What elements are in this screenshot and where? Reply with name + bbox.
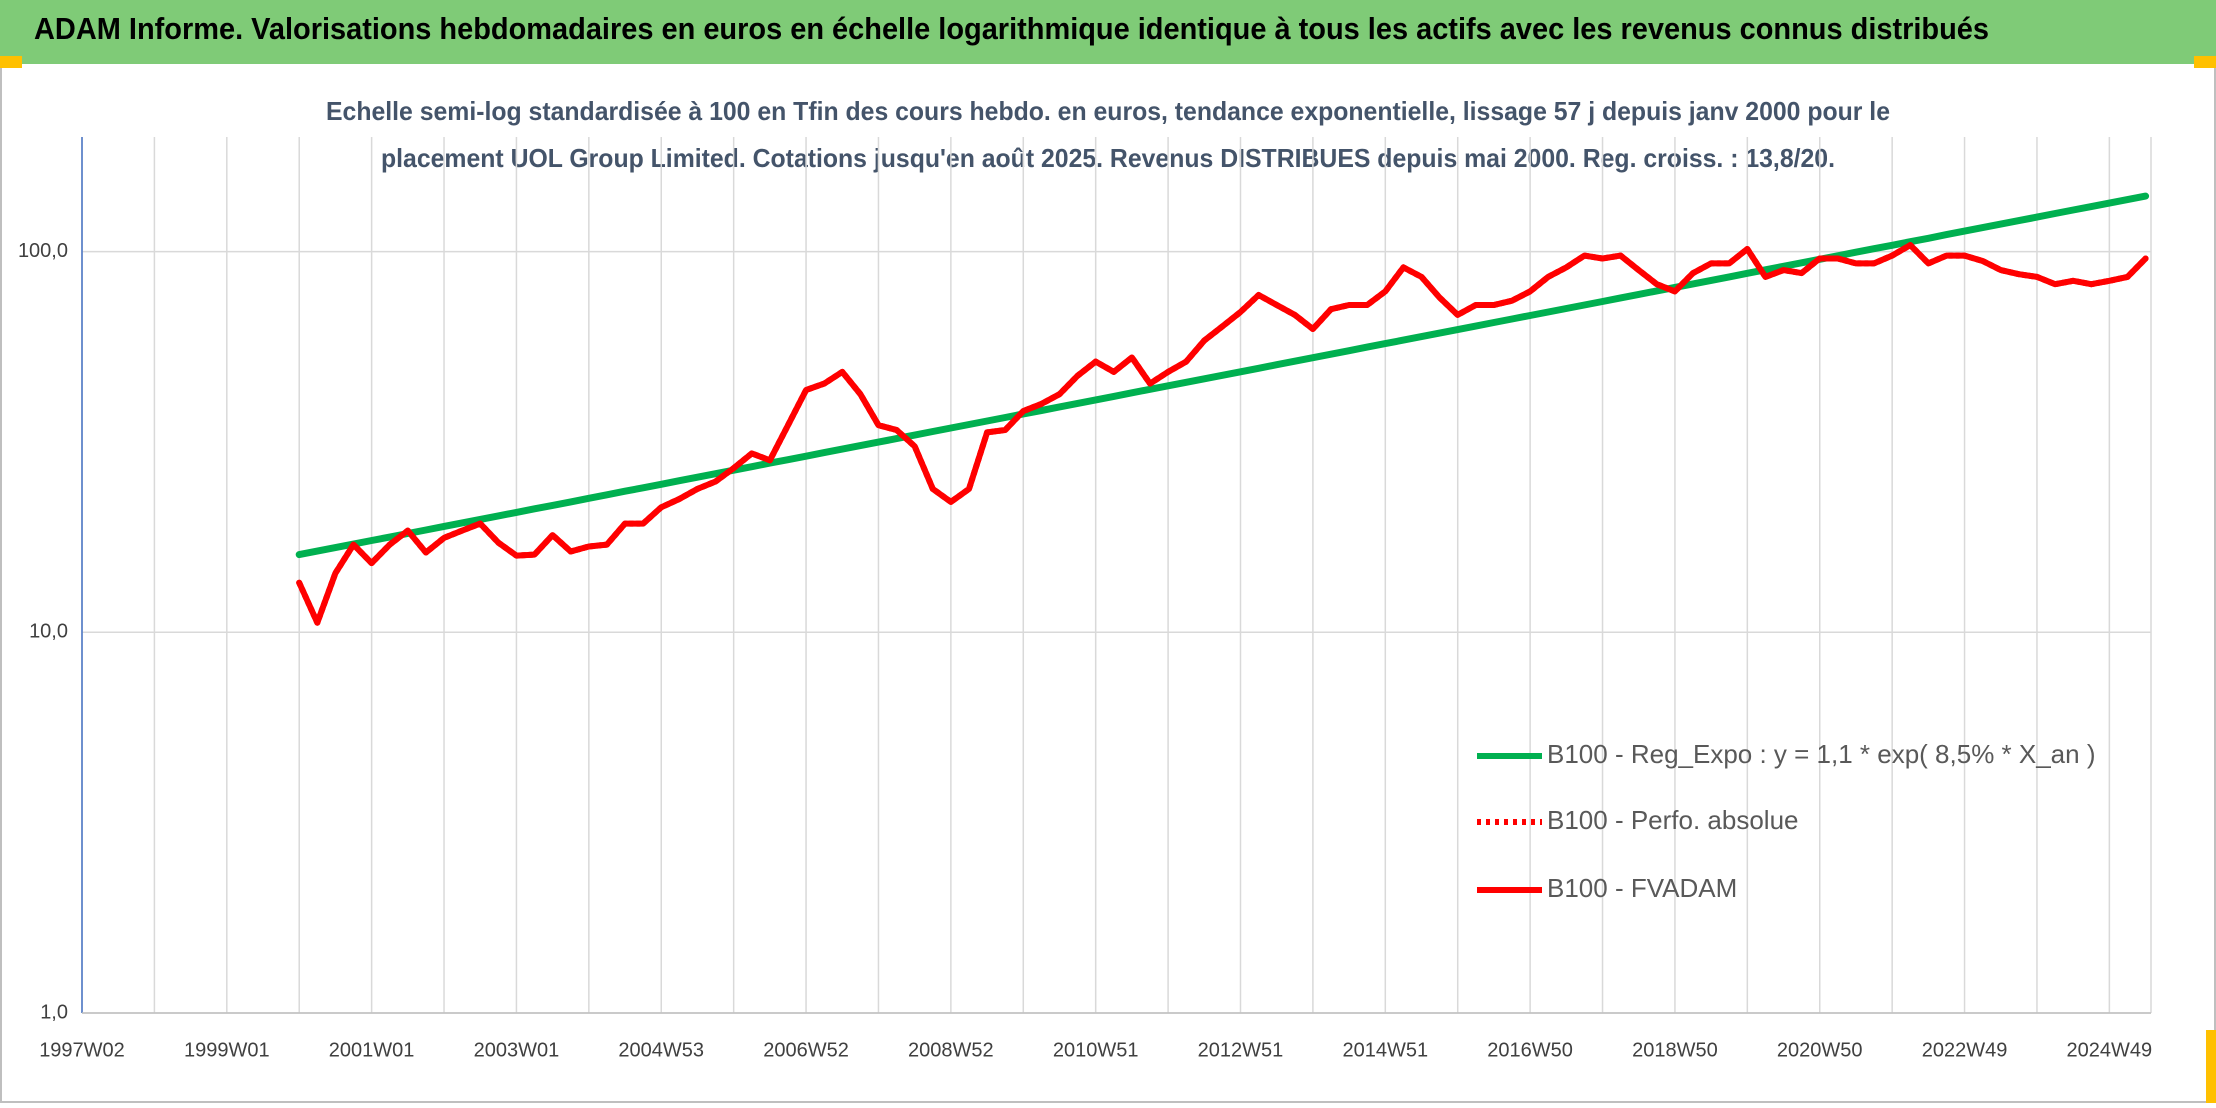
x-tick-label: 2012W51 [1198, 1039, 1284, 1061]
legend-label: B100 - Reg_Expo : y = 1,1 * exp( 8,5% * … [1547, 739, 2096, 769]
x-tick-label: 2008W52 [908, 1039, 994, 1061]
title-banner [0, 0, 2216, 64]
corner-mark [2194, 56, 2216, 68]
x-tick-label: 2020W50 [1777, 1039, 1863, 1061]
corner-mark [0, 56, 22, 68]
chart-subtitle: placement UOL Group Limited. Cotations j… [381, 143, 1835, 173]
x-tick-label: 1997W02 [39, 1039, 125, 1061]
x-tick-label: 2004W53 [618, 1039, 704, 1061]
chart-title: ADAM Informe. Valorisations hebdomadaire… [34, 11, 1989, 46]
chart-subtitle: Echelle semi-log standardisée à 100 en T… [326, 96, 1890, 126]
x-tick-label: 2022W49 [1922, 1039, 2008, 1061]
x-tick-label: 2003W01 [474, 1039, 560, 1061]
x-tick-label: 2024W49 [2067, 1039, 2153, 1061]
y-tick-label: 100,0 [18, 240, 68, 262]
y-tick-label: 10,0 [29, 621, 68, 643]
x-tick-label: 2018W50 [1632, 1039, 1718, 1061]
x-tick-label: 2014W51 [1342, 1039, 1428, 1061]
corner-mark [2206, 1030, 2216, 1103]
y-tick-label: 1,0 [40, 1001, 68, 1023]
x-tick-label: 2006W52 [763, 1039, 849, 1061]
legend-label: B100 - Perfo. absolue [1547, 805, 1799, 835]
x-tick-label: 2010W51 [1053, 1039, 1139, 1061]
legend-label: B100 - FVADAM [1547, 873, 1737, 903]
x-tick-label: 2001W01 [329, 1039, 415, 1061]
x-tick-label: 2016W50 [1487, 1039, 1573, 1061]
series-line [296, 242, 2149, 626]
x-tick-label: 1999W01 [184, 1039, 270, 1061]
